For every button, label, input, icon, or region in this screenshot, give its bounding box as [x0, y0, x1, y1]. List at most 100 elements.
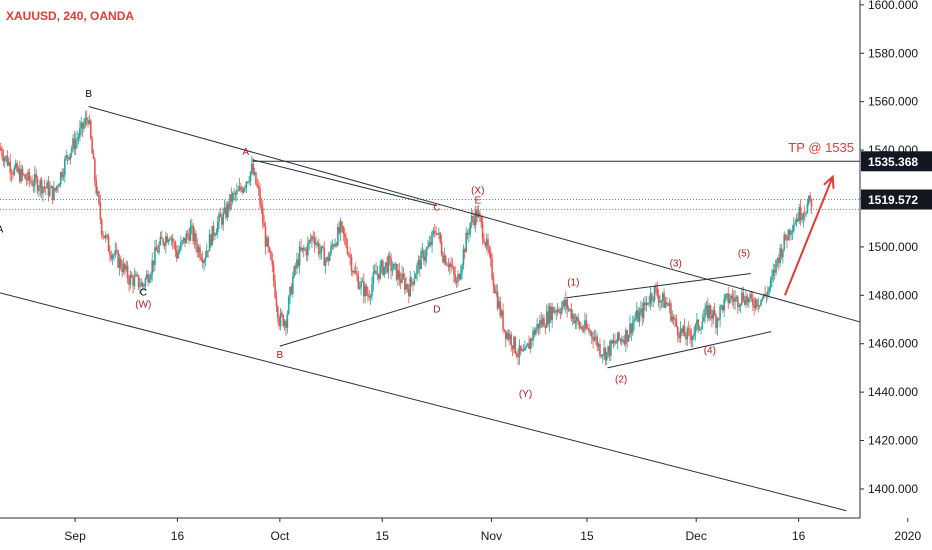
candle-body — [256, 184, 259, 187]
candle-132 — [180, 236, 182, 252]
candle-321 — [438, 227, 440, 240]
candle-body — [94, 158, 96, 182]
candle-body — [638, 312, 641, 322]
candle-body — [292, 277, 294, 294]
candle-191 — [260, 197, 263, 214]
candle-90 — [122, 257, 125, 275]
candle-18 — [24, 173, 27, 180]
candle-body — [73, 138, 76, 150]
candle-270 — [368, 290, 371, 301]
arrow-shaft — [783, 176, 834, 296]
candle-body — [341, 221, 343, 227]
candle-body — [454, 274, 457, 282]
candle-body — [353, 270, 356, 273]
candle-450 — [614, 333, 616, 347]
candle-body — [506, 332, 508, 339]
candle-body — [349, 254, 351, 258]
candle-192 — [261, 200, 264, 230]
candle-body — [704, 308, 706, 318]
candle-body — [302, 247, 305, 250]
candle-body — [384, 262, 387, 267]
candle-127 — [173, 238, 175, 249]
candle-body — [667, 304, 670, 306]
candle-body — [509, 334, 511, 340]
candle-body — [278, 318, 280, 326]
candle-543 — [741, 287, 743, 306]
candle-body — [687, 328, 690, 331]
candle-body — [645, 302, 648, 306]
candle-body — [608, 346, 611, 356]
candle-body — [283, 321, 286, 326]
candle-407 — [555, 308, 558, 320]
candle-body — [24, 174, 27, 179]
candle-body — [713, 310, 716, 316]
wave-label-5: B — [277, 350, 284, 361]
candle-580 — [791, 225, 794, 240]
candle-253 — [345, 232, 347, 248]
candle-306 — [417, 255, 420, 274]
candle-body — [539, 320, 541, 329]
candle-body — [154, 247, 156, 266]
candle-body — [43, 186, 46, 188]
candle-body — [31, 181, 33, 186]
candle-body — [442, 254, 444, 263]
candle-body — [337, 226, 339, 246]
candle-117 — [159, 231, 162, 246]
candle-body — [276, 306, 279, 319]
candle-body — [459, 272, 462, 280]
wave-label-6: C — [433, 203, 440, 214]
candle-body — [289, 286, 291, 297]
candle-body — [241, 189, 244, 193]
candle-140 — [190, 218, 193, 235]
candle-body — [203, 260, 205, 264]
candle-body — [372, 272, 375, 285]
candle-174 — [237, 185, 240, 192]
candle-body — [698, 329, 701, 331]
time-axis-ticks[interactable]: Sep 16 Oct 15 Nov 15 Dec 16 2020 — [64, 518, 921, 543]
candle-223 — [304, 246, 306, 252]
candle-486 — [663, 288, 665, 309]
candle-161 — [219, 207, 222, 218]
candle-86 — [117, 249, 119, 269]
candle-22 — [29, 176, 32, 184]
candle-body — [808, 195, 810, 204]
candle-body — [498, 301, 500, 309]
candle-body — [234, 193, 237, 195]
candle-82 — [111, 253, 114, 265]
candle-538 — [734, 290, 736, 310]
candle-body — [170, 238, 173, 240]
price-axis-background — [860, 0, 932, 550]
candle-body — [42, 186, 44, 194]
candle-345 — [470, 207, 473, 229]
candle-body — [447, 265, 450, 268]
candle-body — [326, 257, 328, 260]
candle-46 — [62, 168, 65, 181]
wave-label-11: (1) — [567, 278, 579, 289]
candle-328 — [447, 257, 450, 272]
candle-357 — [487, 233, 489, 255]
candle-287 — [391, 261, 394, 276]
candle-581 — [792, 216, 795, 234]
candle-96 — [130, 271, 133, 279]
candle-body — [387, 255, 390, 273]
candle-481 — [656, 281, 659, 299]
candle-48 — [65, 149, 68, 161]
candle-227 — [309, 233, 312, 245]
candle-body — [494, 286, 496, 294]
candle-204 — [278, 315, 280, 330]
candle-336 — [458, 273, 461, 281]
candle-159 — [216, 215, 219, 239]
candle-249 — [339, 217, 342, 242]
candle-body — [672, 316, 675, 319]
candle-388 — [529, 337, 532, 354]
candle-433 — [590, 330, 593, 345]
candle-207 — [282, 314, 285, 328]
candle-25 — [34, 166, 36, 193]
candle-body — [522, 349, 525, 351]
candle-92 — [125, 260, 128, 273]
candle-277 — [378, 273, 380, 284]
candle-547 — [746, 293, 749, 306]
candle-51 — [69, 153, 72, 165]
candle-body — [207, 250, 209, 252]
candle-11 — [14, 159, 17, 170]
